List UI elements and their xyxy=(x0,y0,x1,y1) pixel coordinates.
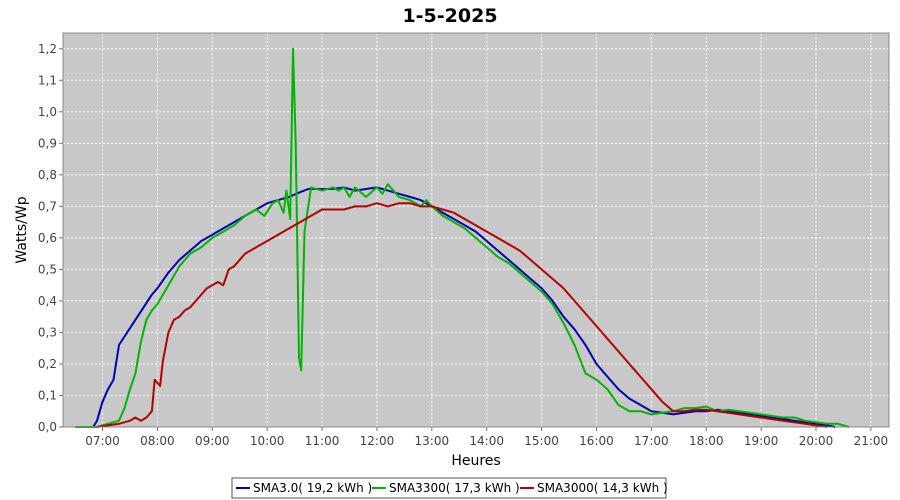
plot-area xyxy=(63,33,889,427)
x-tick-label: 12:00 xyxy=(360,434,395,448)
y-tick-label: 1,2 xyxy=(38,42,57,56)
y-tick-label: 0,5 xyxy=(38,262,57,276)
x-tick-label: 20:00 xyxy=(799,434,834,448)
y-tick-label: 0,7 xyxy=(38,199,57,213)
y-tick-label: 0,8 xyxy=(38,168,57,182)
y-axis-ticks: 0,0 0,1 0,2 0,3 0,4 0,5 0,6 0,7 0,8 0,9 1,0 1,1 1,2 xyxy=(38,42,63,434)
series-line-2 xyxy=(75,47,850,428)
x-tick-label: 18:00 xyxy=(689,434,724,448)
x-tick-label: 08:00 xyxy=(140,434,175,448)
series-line-1 xyxy=(92,186,836,428)
y-axis-label: Watts/Wp xyxy=(14,196,30,263)
y-tick-label: 0,4 xyxy=(38,294,57,308)
legend-box xyxy=(231,477,667,499)
x-tick-label: 07:00 xyxy=(85,434,120,448)
x-tick-label: 09:00 xyxy=(195,434,230,448)
y-tick-label: 1,0 xyxy=(38,105,57,119)
x-tick-label: 15:00 xyxy=(524,434,559,448)
x-tick-label: 11:00 xyxy=(305,434,340,448)
y-tick-label: 0,9 xyxy=(38,136,57,150)
legend-label-2: SMA3300( 17,3 kWh ) xyxy=(389,481,520,495)
x-tick-label: 21:00 xyxy=(854,434,889,448)
series-lines xyxy=(75,47,850,428)
series-line-3 xyxy=(96,202,828,428)
y-tick-label: 1,1 xyxy=(38,73,57,87)
chart-title: 1-5-2025 xyxy=(402,5,497,27)
y-tick-label: 0,0 xyxy=(38,420,57,434)
x-axis-ticks: 07:00 08:00 09:00 10:00 11:00 12:00 13:00 14:00… xyxy=(85,427,888,448)
y-tick-label: 0,3 xyxy=(38,325,57,339)
grid-lines xyxy=(63,33,889,427)
y-tick-label: 0,6 xyxy=(38,231,57,245)
x-tick-label: 10:00 xyxy=(250,434,285,448)
y-tick-label: 0,1 xyxy=(38,388,57,402)
x-tick-label: 19:00 xyxy=(744,434,779,448)
x-tick-label: 17:00 xyxy=(634,434,669,448)
plot-border xyxy=(62,32,890,428)
legend: SMA3.0( 19,2 kWh ) SMA3300( 17,3 kWh ) SMA… xyxy=(231,477,668,499)
x-axis-label: Heures xyxy=(451,453,500,469)
y-tick-label: 0,2 xyxy=(38,357,57,371)
x-tick-label: 14:00 xyxy=(469,434,504,448)
x-tick-label: 13:00 xyxy=(415,434,450,448)
axes xyxy=(62,32,890,428)
x-tick-label: 16:00 xyxy=(579,434,614,448)
legend-label-1: SMA3.0( 19,2 kWh ) xyxy=(253,481,372,495)
legend-label-3: SMA3000( 14,3 kWh ) xyxy=(537,481,668,495)
